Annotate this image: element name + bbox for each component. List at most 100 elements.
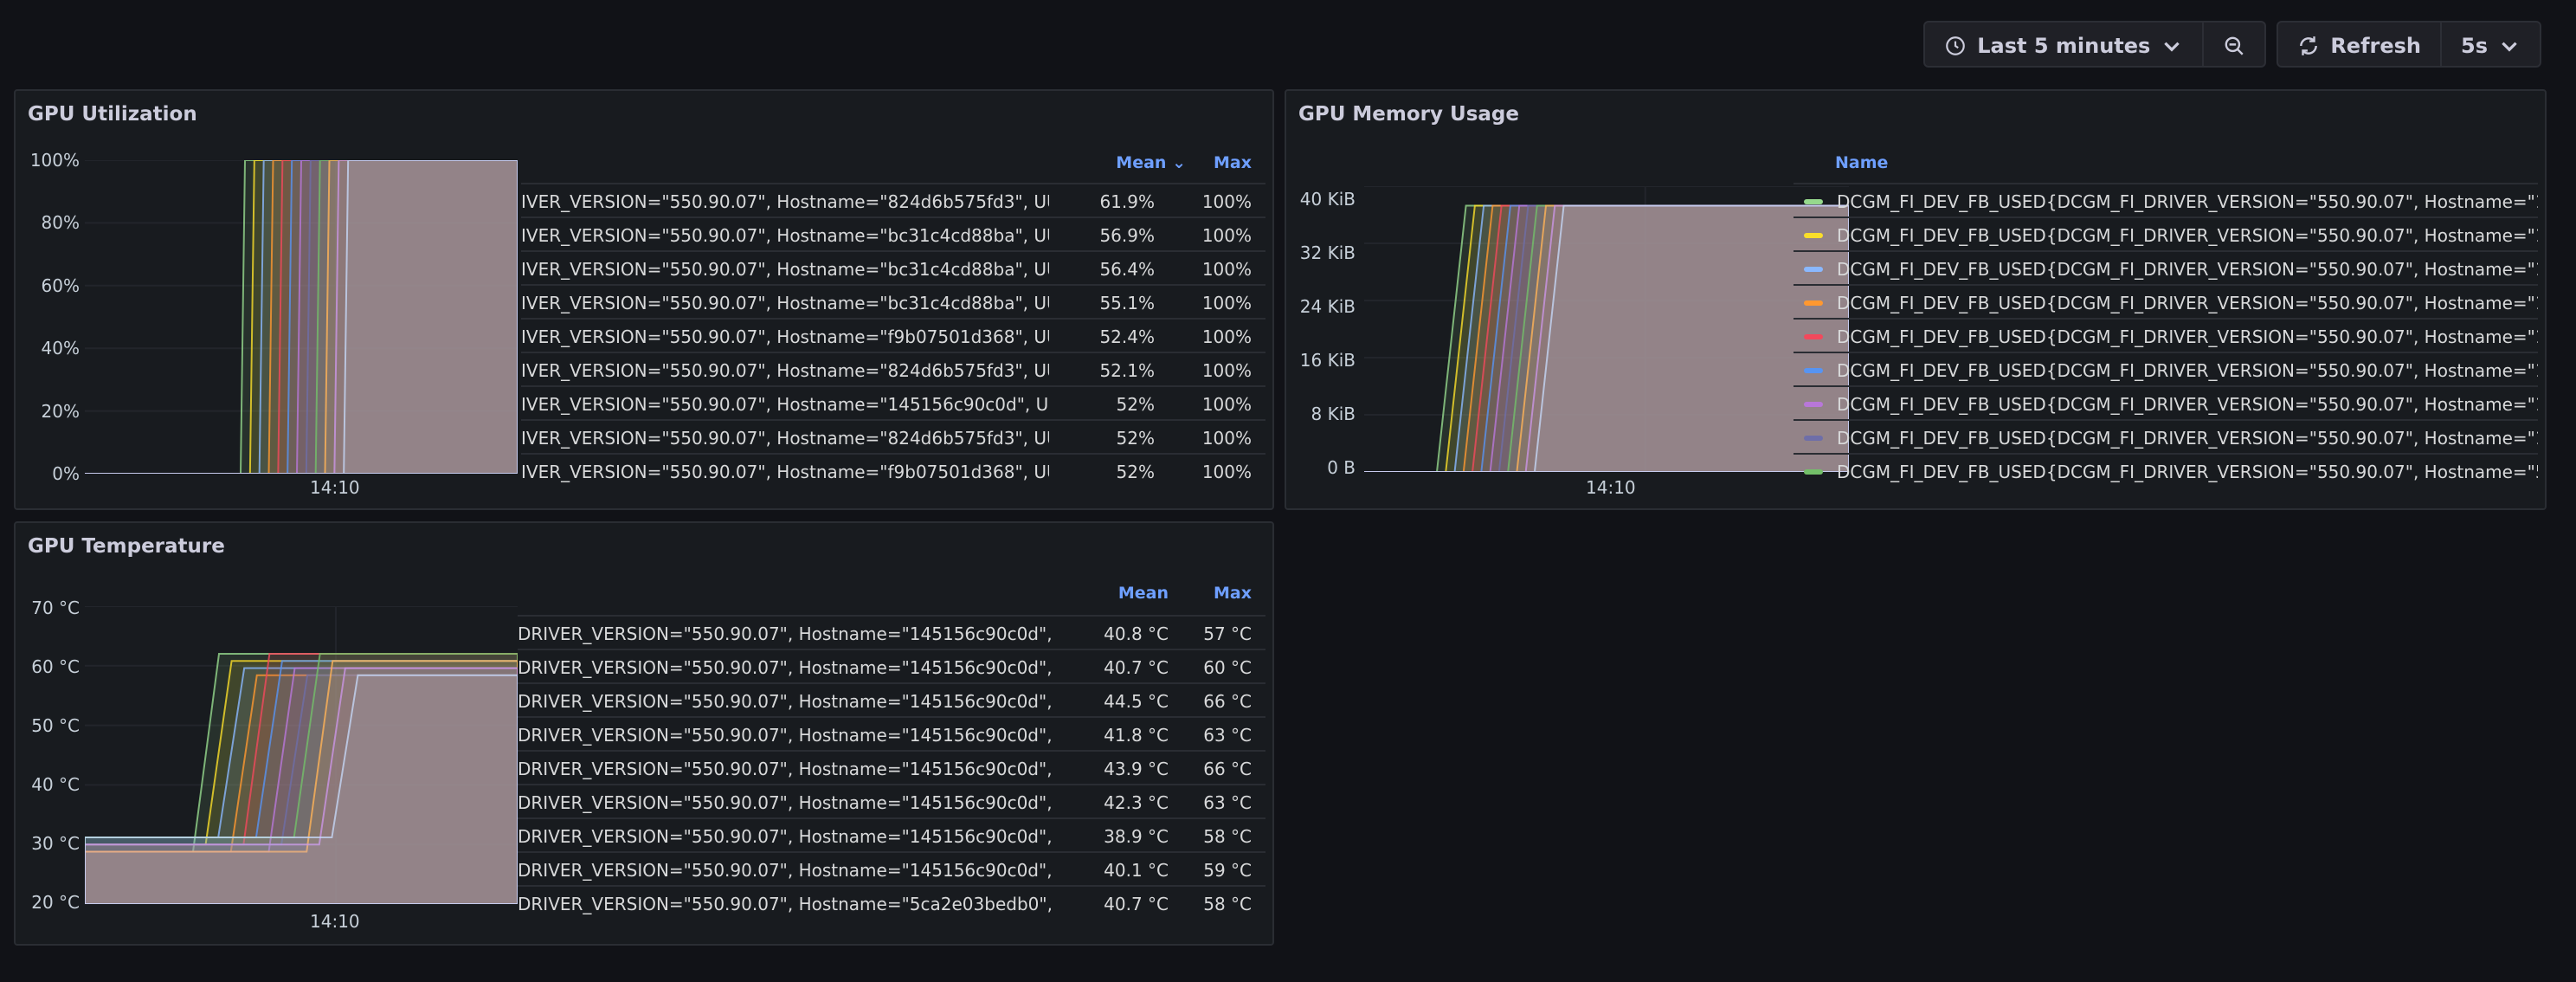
series-color-swatch[interactable] <box>1804 435 1823 441</box>
y-tick-label: 30 °C <box>31 833 80 854</box>
gpu-utilization-panel: GPU Utilization 14:10 Mean ⌄ Max IVER_VE… <box>14 89 1274 510</box>
series-label: DCGM_FI_DEV_FB_USED{DCGM_FI_DRIVER_VERSI… <box>1837 259 2538 280</box>
panel-title[interactable]: GPU Utilization <box>28 103 197 126</box>
legend-row[interactable]: DCGM_FI_DEV_FB_USED{DCGM_FI_DRIVER_VERSI… <box>1794 318 2538 352</box>
legend-row[interactable]: IVER_VERSION="550.90.07", Hostname="824d… <box>521 352 1265 386</box>
series-label: DRIVER_VERSION="550.90.07", Hostname="14… <box>518 623 1051 644</box>
legend-row[interactable]: DRIVER_VERSION="550.90.07", Hostname="14… <box>518 750 1265 785</box>
legend-row[interactable]: IVER_VERSION="550.90.07", Hostname="824d… <box>521 183 1265 217</box>
legend-row[interactable]: IVER_VERSION="550.90.07", Hostname="bc31… <box>521 216 1265 251</box>
series-name: IVER_VERSION="550.90.07", Hostname="824d… <box>521 191 1049 212</box>
max-value: 100% <box>1201 225 1252 246</box>
series-name: DRIVER_VERSION="550.90.07", Hostname="14… <box>518 623 1051 644</box>
legend-row[interactable]: DCGM_FI_DEV_FB_USED{DCGM_FI_DRIVER_VERSI… <box>1794 453 2538 488</box>
series-label: DRIVER_VERSION="550.90.07", Hostname="14… <box>518 657 1051 678</box>
mean-value: 56.4% <box>1099 259 1155 280</box>
max-value: 100% <box>1201 394 1252 415</box>
series-label: IVER_VERSION="550.90.07", Hostname="bc31… <box>521 259 1049 280</box>
series-color-swatch[interactable] <box>1804 232 1823 238</box>
legend-row[interactable]: IVER_VERSION="550.90.07", Hostname="bc31… <box>521 250 1265 285</box>
series-area <box>85 660 518 904</box>
max-value: 100% <box>1201 360 1252 381</box>
series-area <box>85 653 518 904</box>
mean-column-header[interactable]: Mean <box>1117 584 1169 603</box>
series-name: IVER_VERSION="550.90.07", Hostname="824d… <box>521 428 1049 449</box>
max-value: 100% <box>1201 191 1252 212</box>
legend-row[interactable]: DRIVER_VERSION="550.90.07", Hostname="14… <box>518 682 1265 717</box>
series-color-swatch[interactable] <box>1804 333 1823 339</box>
max-value: 58 °C <box>1203 894 1252 914</box>
refresh-button[interactable]: Refresh <box>2278 23 2440 66</box>
zoom-out-button[interactable] <box>2202 23 2264 66</box>
series-area <box>85 160 518 474</box>
legend-row[interactable]: DCGM_FI_DEV_FB_USED{DCGM_FI_DRIVER_VERSI… <box>1794 385 2538 420</box>
legend-row[interactable]: IVER_VERSION="550.90.07", Hostname="f9b0… <box>521 453 1265 488</box>
time-range-picker[interactable]: Last 5 minutes <box>1925 23 2202 66</box>
series-name: DRIVER_VERSION="550.90.07", Hostname="14… <box>518 759 1051 779</box>
panel-title[interactable]: GPU Memory Usage <box>1298 103 1519 126</box>
legend-row[interactable]: DCGM_FI_DEV_FB_USED{DCGM_FI_DRIVER_VERSI… <box>1794 284 2538 319</box>
legend-row[interactable]: DCGM_FI_DEV_FB_USED{DCGM_FI_DRIVER_VERSI… <box>1794 419 2538 454</box>
y-tick-label: 80% <box>41 212 80 234</box>
max-column-header[interactable]: Max <box>1214 584 1252 603</box>
chevron-down-icon <box>2502 42 2517 52</box>
series-name: IVER_VERSION="550.90.07", Hostname="bc31… <box>521 259 1049 280</box>
gpu-memory-panel: GPU Memory Usage 14:10 Name DCGM_FI_DEV_… <box>1285 89 2547 510</box>
refresh-interval-picker[interactable]: 5s <box>2440 23 2540 66</box>
series-label: DCGM_FI_DEV_FB_USED{DCGM_FI_DRIVER_VERSI… <box>1837 191 2538 212</box>
legend-row[interactable]: DRIVER_VERSION="550.90.07", Hostname="14… <box>518 851 1265 886</box>
y-tick-label: 70 °C <box>31 598 80 618</box>
y-tick-label: 8 KiB <box>1311 404 1356 424</box>
series-name: IVER_VERSION="550.90.07", Hostname="bc31… <box>521 293 1049 313</box>
series-area <box>85 674 518 904</box>
chart-svg <box>85 160 518 474</box>
legend-row[interactable]: DCGM_FI_DEV_FB_USED{DCGM_FI_DRIVER_VERSI… <box>1794 183 2538 217</box>
plot-area[interactable] <box>1364 186 1849 472</box>
max-value: 100% <box>1201 259 1252 280</box>
series-color-swatch[interactable] <box>1804 367 1823 373</box>
refresh-group: Refresh 5s <box>2277 21 2541 68</box>
panel-title[interactable]: GPU Temperature <box>28 535 225 558</box>
legend-row[interactable]: IVER_VERSION="550.90.07", Hostname="824d… <box>521 419 1265 454</box>
y-tick-label: 60 °C <box>31 656 80 677</box>
mean-column-header[interactable]: Mean ⌄ <box>1116 153 1186 172</box>
series-label: DCGM_FI_DEV_FB_USED{DCGM_FI_DRIVER_VERSI… <box>1837 360 2538 381</box>
name-column-header[interactable]: Name <box>1835 153 1889 172</box>
series-name: DCGM_FI_DEV_FB_USED{DCGM_FI_DRIVER_VERSI… <box>1794 191 2538 212</box>
plot-area[interactable] <box>85 606 518 904</box>
legend-row[interactable]: IVER_VERSION="550.90.07", Hostname="bc31… <box>521 284 1265 319</box>
legend-row[interactable]: DCGM_FI_DEV_FB_USED{DCGM_FI_DRIVER_VERSI… <box>1794 216 2538 251</box>
mean-value: 61.9% <box>1099 191 1155 212</box>
legend-row[interactable]: DRIVER_VERSION="550.90.07", Hostname="5c… <box>518 885 1265 920</box>
series-color-swatch[interactable] <box>1804 198 1823 204</box>
series-label: IVER_VERSION="550.90.07", Hostname="f9b0… <box>521 326 1049 347</box>
legend-row[interactable]: DRIVER_VERSION="550.90.07", Hostname="14… <box>518 716 1265 751</box>
series-label: DRIVER_VERSION="550.90.07", Hostname="14… <box>518 792 1051 813</box>
series-color-swatch[interactable] <box>1804 266 1823 272</box>
series-color-swatch[interactable] <box>1804 468 1823 475</box>
series-label: DRIVER_VERSION="550.90.07", Hostname="5c… <box>518 894 1051 914</box>
legend-row[interactable]: DRIVER_VERSION="550.90.07", Hostname="14… <box>518 615 1265 649</box>
legend-row[interactable]: DRIVER_VERSION="550.90.07", Hostname="14… <box>518 817 1265 852</box>
series-name: DRIVER_VERSION="550.90.07", Hostname="5c… <box>518 894 1051 914</box>
series-area <box>85 160 518 474</box>
series-name: DRIVER_VERSION="550.90.07", Hostname="14… <box>518 860 1051 881</box>
legend-row[interactable]: DRIVER_VERSION="550.90.07", Hostname="14… <box>518 649 1265 683</box>
series-label: DCGM_FI_DEV_FB_USED{DCGM_FI_DRIVER_VERSI… <box>1837 428 2538 449</box>
series-name: DCGM_FI_DEV_FB_USED{DCGM_FI_DRIVER_VERSI… <box>1794 462 2538 482</box>
series-color-swatch[interactable] <box>1804 300 1823 306</box>
series-area <box>85 160 518 474</box>
legend-row[interactable]: DCGM_FI_DEV_FB_USED{DCGM_FI_DRIVER_VERSI… <box>1794 250 2538 285</box>
legend-row[interactable]: IVER_VERSION="550.90.07", Hostname="f9b0… <box>521 318 1265 352</box>
chart-svg <box>1364 186 1849 472</box>
max-column-header[interactable]: Max <box>1214 153 1252 172</box>
legend-row[interactable]: IVER_VERSION="550.90.07", Hostname="1451… <box>521 385 1265 420</box>
legend-row[interactable]: DRIVER_VERSION="550.90.07", Hostname="14… <box>518 784 1265 818</box>
series-name: DCGM_FI_DEV_FB_USED{DCGM_FI_DRIVER_VERSI… <box>1794 360 2538 381</box>
top-toolbar: Last 5 minutes Refresh 5s <box>1923 21 2541 68</box>
time-range-label: Last 5 minutes <box>1977 34 2151 58</box>
series-color-swatch[interactable] <box>1804 401 1823 407</box>
series-name: DCGM_FI_DEV_FB_USED{DCGM_FI_DRIVER_VERSI… <box>1794 394 2538 415</box>
legend-row[interactable]: DCGM_FI_DEV_FB_USED{DCGM_FI_DRIVER_VERSI… <box>1794 352 2538 386</box>
plot-area[interactable] <box>85 160 518 474</box>
